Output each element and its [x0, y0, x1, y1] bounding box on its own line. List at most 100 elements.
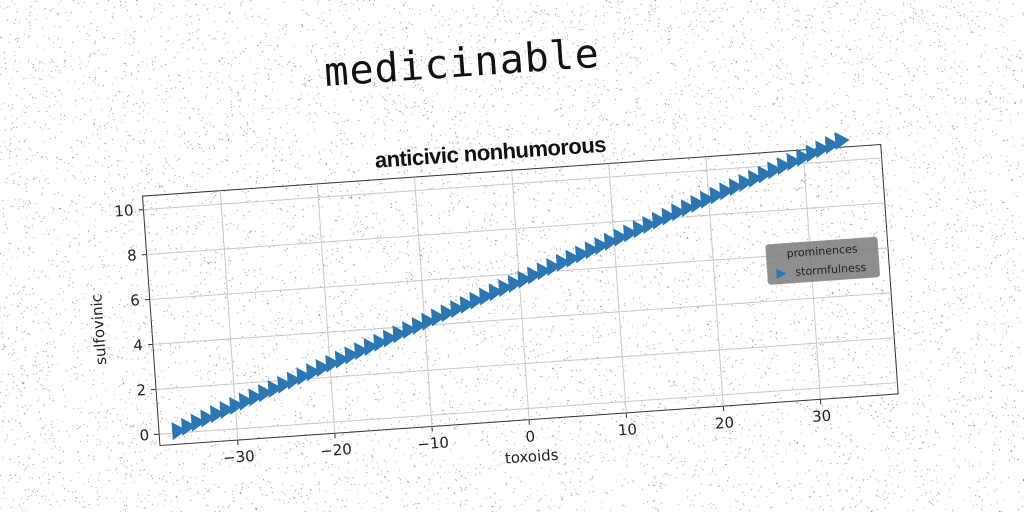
legend-title: prominences	[786, 242, 858, 260]
legend: prominences stormfulness	[765, 236, 881, 285]
data-point	[315, 359, 331, 377]
y-tick-label: 0	[139, 426, 150, 445]
data-point	[248, 388, 264, 407]
data-point	[651, 211, 667, 230]
data-point	[450, 300, 466, 319]
data-point	[440, 304, 456, 323]
data-point	[757, 165, 773, 184]
data-point	[258, 384, 274, 403]
data-point	[776, 157, 792, 176]
data-point	[719, 182, 735, 201]
data-point	[459, 295, 475, 314]
data-point	[699, 190, 715, 209]
data-point	[277, 375, 293, 394]
legend-box	[765, 236, 881, 285]
data-point	[344, 346, 360, 365]
y-gridline	[156, 337, 895, 390]
data-point	[430, 308, 446, 327]
data-point	[421, 312, 437, 331]
data-point	[834, 131, 850, 150]
data-point	[200, 409, 216, 428]
x-tick-label: 30	[811, 407, 831, 426]
x-gridline	[608, 163, 627, 413]
x-tick-label: 0	[525, 427, 536, 446]
x-tick-label: −20	[320, 440, 353, 460]
data-point	[392, 325, 408, 344]
data-point	[805, 144, 821, 163]
data-point	[738, 173, 754, 192]
data-point	[229, 396, 245, 415]
data-point	[267, 380, 283, 399]
data-point	[382, 329, 398, 348]
data-point	[671, 203, 687, 222]
data-point	[469, 291, 485, 310]
legend-marker	[776, 269, 787, 280]
data-point	[190, 413, 206, 432]
y-tick-label: 8	[126, 246, 137, 265]
x-axis-label: toxoids	[504, 446, 559, 468]
data-point	[796, 148, 812, 167]
plot-group: −30 −20 −10 0 10 20 30 0 2 4 6 8 10 toxoids sulfovin…	[87, 131, 899, 468]
data-point	[354, 342, 370, 361]
data-point	[478, 287, 494, 306]
data-point	[728, 178, 744, 197]
data-point	[171, 422, 187, 441]
data-point	[815, 140, 831, 159]
x-gridline	[511, 170, 530, 420]
data-point	[767, 161, 783, 180]
data-point	[209, 405, 225, 424]
data-point	[709, 186, 725, 205]
data-point	[238, 392, 254, 411]
legend-entry-stormfulness: stormfulness	[795, 261, 867, 279]
data-point	[546, 258, 562, 277]
data-point	[565, 249, 581, 268]
data-point	[286, 371, 302, 390]
data-point	[488, 283, 504, 302]
y-axis-label: sulfovinic	[87, 293, 110, 365]
data-point	[680, 199, 696, 218]
x-tick-label: −30	[222, 447, 255, 467]
data-point	[536, 262, 552, 281]
data-point	[786, 152, 802, 171]
data-point	[498, 279, 514, 298]
y-gridline	[152, 292, 892, 345]
data-point	[690, 195, 706, 213]
data-point	[623, 224, 639, 243]
data-marks	[171, 131, 850, 441]
data-point	[555, 253, 571, 272]
y-tick-label: 2	[136, 381, 147, 400]
data-point	[181, 417, 197, 436]
data-point	[219, 401, 235, 420]
data-point	[613, 228, 629, 247]
data-point	[824, 136, 840, 155]
y-gridline	[146, 202, 885, 256]
data-point	[517, 270, 533, 289]
data-point	[642, 216, 658, 234]
y-tick-label: 6	[130, 291, 141, 310]
data-point	[334, 350, 350, 369]
data-point	[507, 274, 523, 293]
y-tick-label: 4	[133, 336, 144, 355]
data-point	[411, 316, 427, 335]
ticks: −30 −20 −10 0 10 20 30 0 2 4 6 8 10	[114, 201, 832, 467]
y-tick-label: 10	[114, 201, 134, 220]
data-point	[527, 266, 543, 285]
data-point	[306, 363, 322, 382]
data-point	[584, 241, 600, 260]
x-tick-label: 10	[617, 420, 637, 439]
data-point	[402, 321, 418, 340]
data-point	[661, 207, 677, 226]
chart-subtitle: anticivic nonhumorous	[374, 132, 607, 173]
data-point	[363, 338, 379, 356]
data-point	[594, 237, 610, 256]
data-point	[603, 232, 619, 251]
data-point	[632, 220, 648, 239]
x-tick-label: −10	[417, 433, 450, 453]
x-tick-label: 20	[714, 413, 734, 432]
data-point	[325, 354, 341, 373]
data-point	[748, 169, 764, 188]
x-gridline	[316, 183, 336, 434]
data-point	[373, 333, 389, 352]
